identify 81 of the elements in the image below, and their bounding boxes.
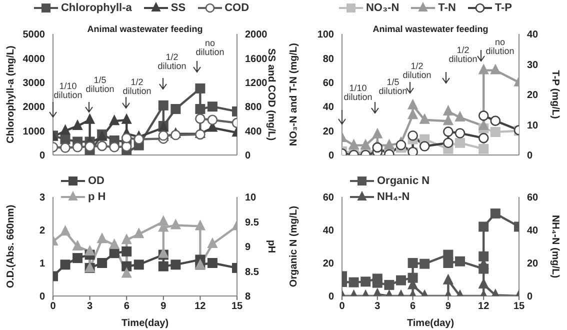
x-tick-label: 6 <box>124 301 130 312</box>
x-axis-title: Time(day) <box>406 318 454 329</box>
y-tick-label: 0 <box>328 292 334 303</box>
y-tick-label: 100 <box>317 30 334 41</box>
y-axis-title: NO₃-N and T-N (mg/L) <box>288 43 300 146</box>
annotation: 1/2 dilution <box>402 61 432 80</box>
y-axis-title: Organic N (mg/L) <box>288 206 300 288</box>
legend-label: T-N <box>438 2 456 14</box>
y-tick-label: 5000 <box>22 30 46 41</box>
y2-tick-label: 60 <box>527 192 539 204</box>
y-tick-label: 60 <box>322 78 334 89</box>
x-tick-label: 3 <box>374 301 381 312</box>
legend-label: COD <box>224 2 250 14</box>
y2-tick-label: 10 <box>527 120 539 132</box>
x-tick-label: 9 <box>445 301 452 312</box>
y2-tick-label: 0 <box>527 292 533 303</box>
y-tick-label: 40 <box>322 102 334 114</box>
y-tick-label: 1000 <box>22 126 46 138</box>
y2-axis-title: T-P (mg/L) <box>549 70 560 119</box>
y2-tick-label: 0 <box>245 150 251 162</box>
y-tick-label: 0 <box>39 150 46 162</box>
y-tick-label: 60 <box>322 192 334 204</box>
y-tick-label: 3 <box>39 192 46 204</box>
annotation: 1/2 dilution <box>156 52 188 71</box>
y-tick-label: 80 <box>322 54 334 65</box>
x-tick-label: 0 <box>50 301 56 312</box>
annotation: 1/10 dilution <box>344 83 372 102</box>
y2-axis-title: NH₄-N (mg/L) <box>549 214 560 278</box>
y2-tick-label: 1600 <box>245 54 268 65</box>
legend-label: OD <box>88 175 104 187</box>
x-tick-label: 0 <box>339 301 346 312</box>
y2-tick-label: 0 <box>527 150 533 162</box>
legend-label: NH₄-N <box>377 191 410 203</box>
legend-label: Chlorophyll-a <box>60 2 132 14</box>
annotation: Animal wastewater feeding <box>372 24 490 35</box>
x-tick-label: 15 <box>231 301 243 312</box>
y2-tick-label: 800 <box>245 102 262 114</box>
y-tick-label: 2000 <box>22 102 46 114</box>
y-tick-label: 4000 <box>22 54 46 65</box>
annotation: Animal wastewater feeding <box>86 24 204 35</box>
legend-label: p H <box>88 191 106 203</box>
annotation: 1/5 dilution <box>378 77 408 96</box>
annotation: 1/2 dilution <box>122 77 152 96</box>
y2-tick-label: 9.5 <box>245 217 260 228</box>
x-tick-label: 6 <box>410 301 416 312</box>
y-tick-label: 20 <box>322 126 334 138</box>
y2-tick-label: 400 <box>245 126 262 138</box>
annotation: no dilution <box>484 37 516 56</box>
y-axis-title: O.D.(Abs. 660nm) <box>6 204 17 288</box>
legend-label: NO₃-N <box>366 2 400 14</box>
y-tick-label: 1 <box>39 258 46 270</box>
y2-tick-label: 40 <box>527 226 539 237</box>
y2-tick-label: 10 <box>245 192 257 204</box>
y2-tick-label: 20 <box>527 258 539 270</box>
y-tick-label: 2 <box>39 226 46 237</box>
y2-tick-label: 30 <box>527 60 539 71</box>
y-tick-label: 0 <box>39 292 46 303</box>
x-tick-label: 3 <box>87 301 94 312</box>
y2-axis-title: pH <box>265 240 276 254</box>
y-tick-label: 0 <box>328 150 334 162</box>
y2-tick-label: 1200 <box>245 78 268 89</box>
x-tick-label: 12 <box>194 301 206 312</box>
x-tick-label: 12 <box>478 301 490 312</box>
y2-tick-label: 20 <box>527 90 539 102</box>
y2-tick-label: 8 <box>245 292 251 303</box>
y-tick-label: 20 <box>322 258 334 270</box>
y-tick-label: 3000 <box>22 78 46 89</box>
y-axis-title: Chlorophyll-a (mg/L) <box>6 46 17 144</box>
x-tick-label: 9 <box>160 301 167 312</box>
annotation: 1/10 dilution <box>54 81 82 100</box>
legend-label: Organic N <box>377 175 430 187</box>
legend-label: T-P <box>494 2 512 14</box>
annotation: no dilution <box>194 38 226 57</box>
y-tick-label: 40 <box>322 226 334 237</box>
y2-tick-label: 8.5 <box>245 266 260 278</box>
y2-tick-label: 2000 <box>245 30 268 41</box>
y2-tick-label: 40 <box>527 30 539 41</box>
y2-tick-label: 9 <box>245 242 251 254</box>
legend-label: SS <box>170 2 186 14</box>
x-axis-title: Time(day) <box>121 318 169 329</box>
x-tick-label: 15 <box>513 301 525 312</box>
